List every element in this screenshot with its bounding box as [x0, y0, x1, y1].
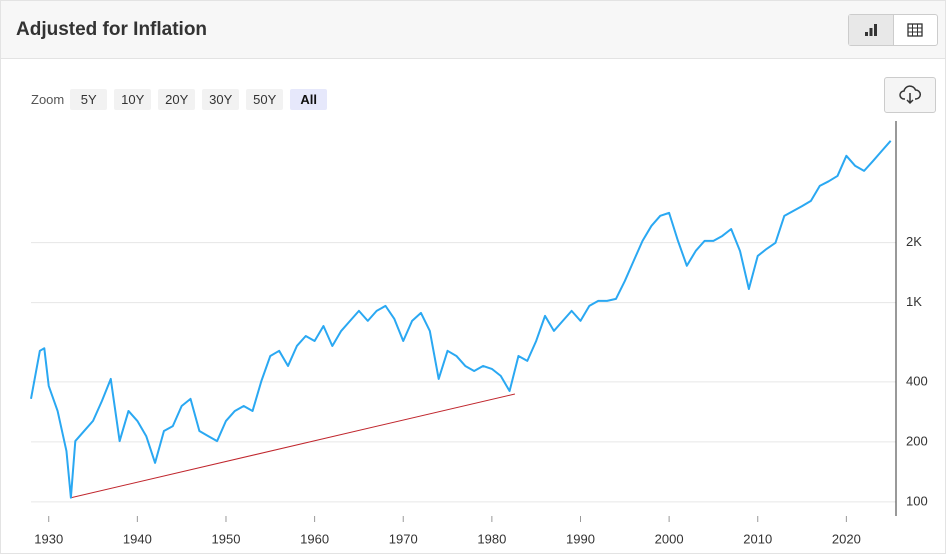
x-tick-label: 1970: [389, 531, 418, 546]
y-tick-label: 400: [906, 373, 928, 388]
price-line: [30, 140, 892, 499]
zoom-label: Zoom: [31, 92, 65, 107]
view-toggle: [848, 14, 938, 46]
y-tick-label: 2K: [906, 234, 922, 249]
zoom-option[interactable]: 20Y: [158, 89, 196, 110]
x-tick-label: 1930: [34, 531, 63, 546]
zoom-option[interactable]: 10Y: [114, 89, 152, 110]
table-view-button[interactable]: [894, 15, 938, 45]
x-tick-label: 1990: [566, 531, 595, 546]
download-button[interactable]: [884, 77, 936, 113]
y-tick-label: 100: [906, 493, 928, 508]
zoom-option[interactable]: All: [290, 89, 328, 110]
zoom-option[interactable]: 5Y: [70, 89, 108, 110]
x-tick-label: 1940: [123, 531, 152, 546]
zoom-bar: Zoom 5Y 10Y 20Y 30Y 50Y All: [31, 89, 334, 110]
x-tick-label: 1960: [300, 531, 329, 546]
y-tick-label: 1K: [906, 294, 922, 309]
x-tick-label: 2010: [743, 531, 772, 546]
trend-line: [70, 393, 516, 499]
x-tick-label: 1950: [212, 531, 241, 546]
chart-view-button[interactable]: [849, 15, 894, 45]
x-tick-label: 2020: [832, 531, 861, 546]
header-title: Adjusted for Inflation: [16, 19, 208, 40]
x-tick-label: 2000: [655, 531, 684, 546]
x-tick-label: 1980: [477, 531, 506, 546]
zoom-option[interactable]: 50Y: [246, 89, 284, 110]
zoom-option[interactable]: 30Y: [202, 89, 240, 110]
y-tick-label: 200: [906, 433, 928, 448]
header: Adjusted for Inflation: [1, 1, 945, 59]
